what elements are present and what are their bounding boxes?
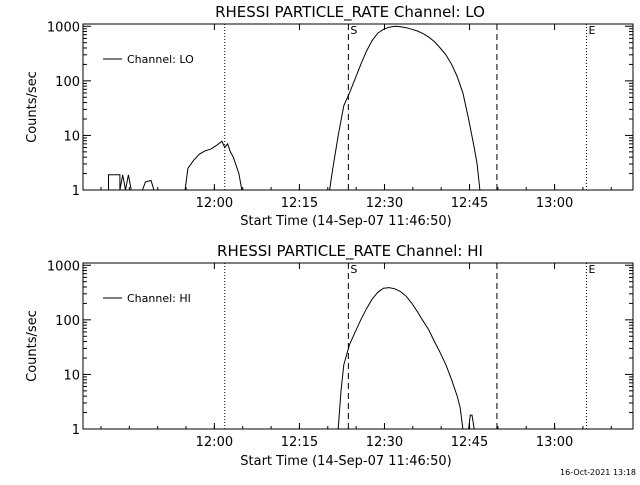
- series-line: [329, 25, 481, 191]
- chart-title: RHESSI PARTICLE_RATE Channel: HI: [217, 242, 483, 261]
- axis-ticks: 12:00 12:15 12:30 12:45 13:00 1 10 100 1000: [47, 259, 633, 450]
- y-tick-label: 1: [72, 423, 80, 438]
- plot-frame: [82, 23, 634, 191]
- series-line: [108, 174, 132, 191]
- x-axis-label: Start Time (14-Sep-07 11:46:50): [240, 454, 451, 469]
- legend-entry: Channel: HI: [127, 292, 191, 305]
- x-tick-label: 12:15: [281, 196, 318, 211]
- x-tick-label: 12:45: [451, 435, 488, 450]
- series-line: [184, 140, 243, 191]
- chart-panel-lo: RHESSI PARTICLE_RATE Channel: LO Counts/…: [25, 3, 634, 229]
- y-tick-label: 10: [63, 368, 80, 383]
- y-tick-label: 100: [55, 75, 80, 90]
- y-tick-label: 1: [72, 184, 80, 199]
- series-group: [337, 287, 475, 430]
- event-marker-label: S: [350, 24, 357, 37]
- event-marker-label: E: [589, 263, 596, 276]
- x-tick-label: 12:00: [196, 435, 233, 450]
- x-tick-label: 13:00: [536, 196, 573, 211]
- x-tick-label: 12:30: [366, 435, 403, 450]
- y-tick-label: 1000: [47, 259, 80, 274]
- plot-frame: [82, 262, 634, 430]
- chart-panel-hi: RHESSI PARTICLE_RATE Channel: HI Counts/…: [25, 242, 634, 469]
- event-marker-label: S: [350, 263, 357, 276]
- y-tick-label: 10: [63, 129, 80, 144]
- axis-ticks: 12:00 12:15 12:30 12:45 13:00 1 10 100 1000: [47, 20, 633, 211]
- series-line: [337, 287, 464, 430]
- x-tick-label: 12:45: [451, 196, 488, 211]
- x-tick-label: 12:30: [366, 196, 403, 211]
- footer-timestamp: 16-Oct-2021 13:18: [560, 468, 636, 477]
- legend-entry: Channel: LO: [127, 53, 194, 66]
- y-axis-label: Counts/sec: [25, 310, 40, 382]
- x-tick-label: 13:00: [536, 435, 573, 450]
- series-line: [142, 179, 155, 191]
- y-tick-label: 1000: [47, 20, 80, 35]
- x-axis-label: Start Time (14-Sep-07 11:46:50): [240, 214, 451, 229]
- y-tick-label: 100: [55, 314, 80, 329]
- chart-title: RHESSI PARTICLE_RATE Channel: LO: [215, 3, 485, 22]
- x-tick-label: 12:00: [196, 196, 233, 211]
- series-line: [468, 414, 475, 430]
- series-group: [108, 25, 481, 191]
- x-tick-label: 12:15: [281, 435, 318, 450]
- event-marker-label: E: [589, 24, 596, 37]
- y-axis-label: Counts/sec: [25, 71, 40, 143]
